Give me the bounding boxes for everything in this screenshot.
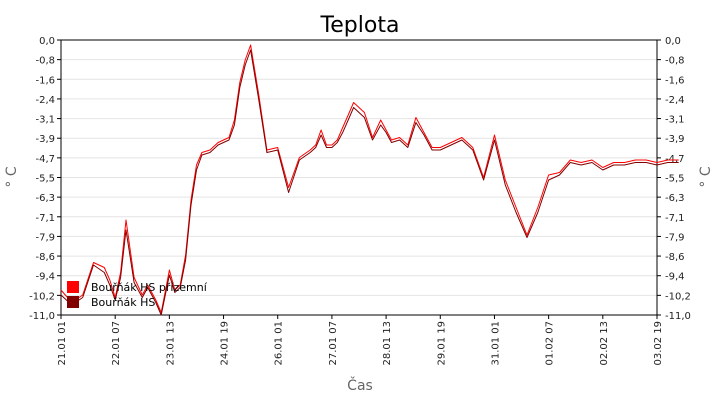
y-tick-label: -11,0	[29, 311, 55, 322]
y-tick-label: -9,4	[665, 272, 685, 283]
chart-title: Teplota	[320, 13, 400, 38]
y-tick-label: -7,9	[35, 232, 55, 243]
y-axis-title-left: ° C	[4, 166, 20, 187]
y-tick-label: -2,4	[35, 95, 55, 106]
y-tick-label: -3,9	[665, 134, 685, 145]
y-tick-label: -6,3	[35, 193, 55, 204]
x-tick-label: 24.01 19	[220, 321, 231, 366]
x-tick-label: 29.01 19	[436, 321, 447, 366]
series-lines	[60, 44, 679, 316]
y-tick-label: -2,4	[665, 95, 685, 106]
y-tick-label: -1,6	[665, 75, 685, 86]
x-tick-label: 31.01 01	[490, 321, 501, 366]
legend: Bouřňák HS přízemní Bouřňák HS	[67, 281, 208, 309]
y-tick-label: -3,9	[35, 134, 55, 145]
legend-label-2: Bouřňák HS	[91, 296, 155, 309]
y-tick-label: -0,8	[35, 56, 55, 67]
y-tick-label: -10,2	[29, 291, 55, 302]
x-tick-label: 27.01 07	[328, 321, 339, 366]
x-tick-label: 21.01 01	[57, 321, 68, 366]
grid	[61, 39, 657, 316]
x-tick-label: 28.01 13	[382, 321, 393, 366]
series-line-1	[60, 44, 679, 313]
y-tick-label: -4,7	[665, 154, 685, 165]
y-tick-label: -8,6	[665, 252, 685, 263]
y-tick-label: -0,8	[665, 56, 685, 67]
y-tick-label: -1,6	[35, 75, 55, 86]
y-tick-label: 0,0	[665, 36, 681, 47]
x-tick-label: 02.02 13	[599, 321, 610, 366]
y-tick-label: -4,7	[35, 154, 55, 165]
x-tick-label: 03.02 19	[653, 321, 664, 366]
y-axis-right: 0,0 -0,8 -1,6 -2,4 -3,1 -3,9 -4,7 -5,5 -6,3 -7,1 -…	[657, 36, 691, 322]
y-tick-label: -8,6	[35, 252, 55, 263]
x-tick-label: 22.01 07	[111, 321, 122, 366]
y-tick-label: -5,5	[665, 174, 685, 185]
y-tick-label: -7,1	[665, 213, 685, 224]
y-tick-label: -10,2	[665, 291, 691, 302]
x-tick-label: 26.01 01	[274, 321, 285, 366]
y-axis-left: 0,0 -0,8 -1,6 -2,4 -3,1 -3,9 -4,7 -5,5 -6,3 -7,1 -…	[29, 36, 61, 322]
y-tick-label: 0,0	[39, 36, 55, 47]
legend-swatch-1	[67, 281, 79, 293]
legend-label-1: Bouřňák HS přízemní	[91, 281, 208, 294]
y-tick-label: -3,1	[665, 115, 685, 126]
x-axis: 21.01 01 22.01 07 23.01 13 24.01 19 26.01 01…	[57, 315, 664, 366]
y-tick-label: -9,4	[35, 272, 55, 283]
series-line-2	[60, 49, 679, 316]
y-axis-title-right: ° C	[698, 166, 714, 187]
y-tick-label: -11,0	[665, 311, 691, 322]
x-axis-title: Čas	[347, 376, 373, 394]
y-tick-label: -7,1	[35, 213, 55, 224]
x-tick-label: 23.01 13	[165, 321, 176, 366]
legend-swatch-2	[67, 296, 79, 308]
y-tick-label: -5,5	[35, 174, 55, 185]
y-tick-label: -3,1	[35, 115, 55, 126]
y-tick-label: -7,9	[665, 232, 685, 243]
x-tick-label: 01.02 07	[545, 321, 556, 366]
y-tick-label: -6,3	[665, 193, 685, 204]
